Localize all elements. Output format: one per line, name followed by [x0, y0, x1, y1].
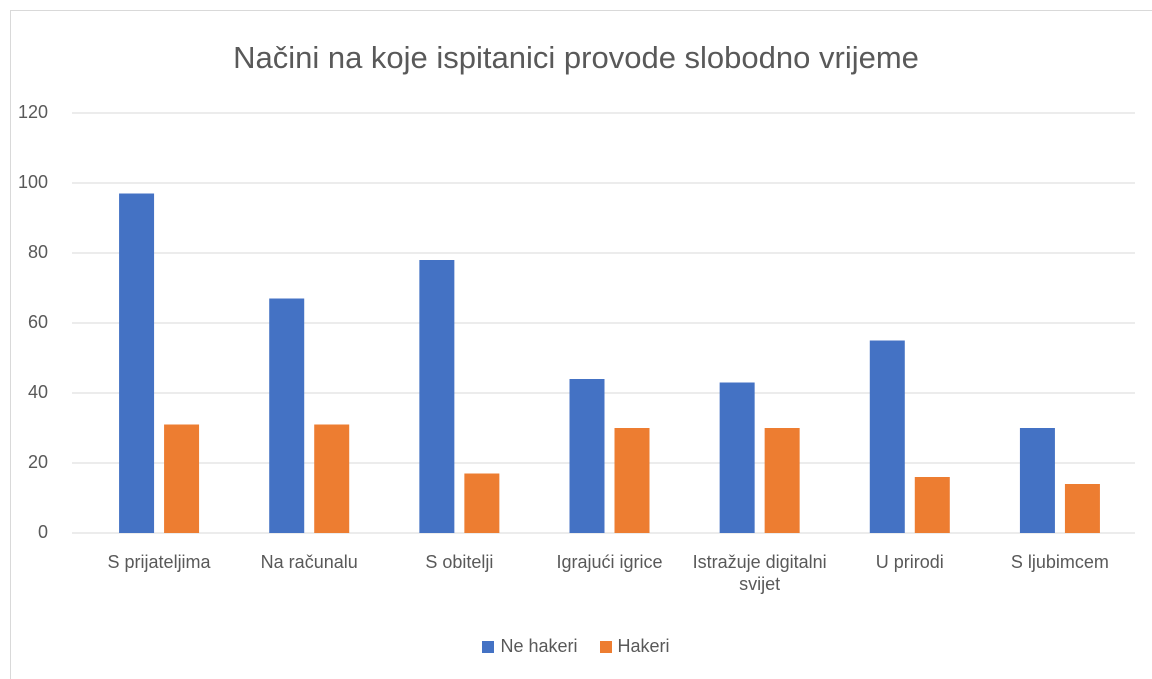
x-tick-label: Igrajući igrice: [556, 552, 663, 572]
x-tick-label: S prijateljima: [107, 552, 211, 572]
y-tick-label: 100: [18, 172, 48, 192]
bar: [869, 340, 905, 533]
bar: [614, 428, 650, 533]
chart-border: [10, 10, 1152, 679]
bar: [914, 477, 950, 533]
bar: [719, 382, 755, 533]
legend-swatch: [599, 640, 612, 653]
y-tick-label: 0: [38, 522, 48, 542]
x-tick-label: Na računalu: [260, 552, 358, 572]
legend-label: Ne hakeri: [500, 636, 578, 656]
bar: [269, 298, 305, 533]
bar: [164, 424, 200, 533]
y-tick-label: 120: [18, 102, 48, 122]
bar: [464, 473, 500, 533]
y-tick-label: 60: [28, 312, 48, 332]
legend: Ne hakeri Hakeri: [0, 636, 1152, 657]
bar: [764, 428, 800, 533]
y-tick-label: 40: [28, 382, 48, 402]
x-tick-label: S obitelji: [425, 552, 494, 572]
bar: [419, 260, 455, 533]
bar: [1019, 428, 1055, 533]
chart-title: Načini na koje ispitanici provode slobod…: [233, 40, 919, 75]
legend-item: Hakeri: [599, 636, 670, 657]
legend-label: Hakeri: [617, 636, 670, 656]
legend-item: Ne hakeri: [482, 636, 578, 657]
x-tick-label: Istražuje digitalni svijet: [692, 552, 827, 594]
bar: [314, 424, 350, 533]
legend-swatch: [482, 640, 495, 653]
bar: [119, 193, 155, 533]
y-tick-label: 20: [28, 452, 48, 472]
bar: [569, 379, 605, 533]
x-tick-label: S ljubimcem: [1010, 552, 1109, 572]
y-tick-label: 80: [28, 242, 48, 262]
x-tick-label: U prirodi: [875, 552, 944, 572]
bar: [1064, 484, 1100, 533]
